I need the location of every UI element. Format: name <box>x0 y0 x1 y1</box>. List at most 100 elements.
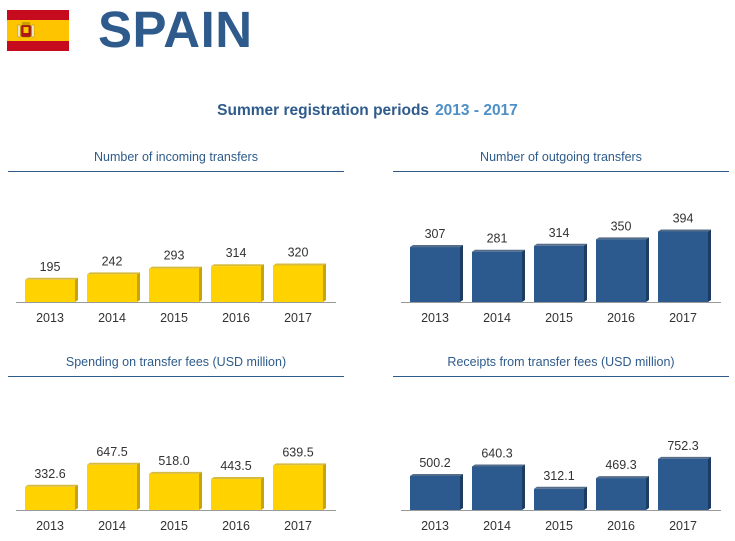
bar-top <box>25 484 78 487</box>
bar <box>149 473 199 510</box>
page-subtitle: Summer registration periods 2013 - 2017 <box>0 102 735 120</box>
bar-side <box>708 229 711 302</box>
bar-side <box>261 264 264 302</box>
bar <box>596 239 646 302</box>
data-label: 314 <box>226 246 247 260</box>
title-divider <box>8 376 344 377</box>
bar <box>658 231 708 302</box>
x-tick-label: 2013 <box>36 519 64 533</box>
bar <box>87 274 137 302</box>
chart-outgoing-transfers: Number of outgoing transfers 307 2013 281 2… <box>393 150 729 335</box>
bar <box>87 464 137 510</box>
x-tick-label: 2014 <box>98 311 126 325</box>
data-label: 518.0 <box>158 454 189 468</box>
bar-top <box>273 463 326 466</box>
x-tick-label: 2014 <box>98 519 126 533</box>
data-label: 350 <box>611 219 632 233</box>
x-tick-label: 2017 <box>669 519 697 533</box>
bar-side <box>460 473 463 510</box>
bar-side <box>646 237 649 302</box>
bar-side <box>323 463 326 510</box>
chart-spending-transfer-fees: Spending on transfer fees (USD million) … <box>8 355 344 540</box>
bar-top <box>410 245 463 248</box>
subtitle-text: Summer registration periods <box>217 102 430 119</box>
bar-side <box>522 464 525 510</box>
spain-flag-icon <box>7 10 69 51</box>
bar-side <box>261 477 264 510</box>
bar-top <box>534 243 587 246</box>
data-label: 639.5 <box>282 445 313 459</box>
x-tick-label: 2014 <box>483 311 511 325</box>
bar-top <box>211 477 264 480</box>
x-tick-label: 2016 <box>222 519 250 533</box>
bar-top <box>25 277 78 280</box>
bar <box>534 245 584 302</box>
chart-canvas: 195 2013 242 2014 293 2015 314 2016 320 2017 <box>16 246 336 325</box>
data-label: 500.2 <box>419 456 450 470</box>
bar-top <box>472 464 525 467</box>
x-tick-label: 2017 <box>284 519 312 533</box>
bar <box>472 251 522 302</box>
bar-top <box>596 476 649 479</box>
title-divider <box>393 171 729 172</box>
bar <box>410 247 460 302</box>
chart-title: Number of incoming transfers <box>94 150 258 164</box>
data-label: 307 <box>425 227 446 241</box>
data-label: 312.1 <box>543 469 574 483</box>
bar-top <box>658 456 711 459</box>
bar-side <box>199 266 202 302</box>
chart-title: Number of outgoing transfers <box>480 150 642 164</box>
chart-title: Spending on transfer fees (USD million) <box>65 355 287 369</box>
x-tick-label: 2016 <box>222 311 250 325</box>
bar-side <box>137 272 140 302</box>
x-tick-label: 2013 <box>421 311 449 325</box>
bar <box>596 478 646 510</box>
title-divider <box>393 376 729 377</box>
bar <box>25 279 75 302</box>
bar-top <box>410 473 463 476</box>
bar-top <box>596 237 649 240</box>
bar-top <box>149 266 202 269</box>
chart-canvas: 500.2 2013 640.3 2014 312.1 2015 469.3 2016 752.… <box>401 439 721 533</box>
data-label: 469.3 <box>605 458 636 472</box>
bar-top <box>472 249 525 252</box>
subtitle-years: 2013 - 2017 <box>435 102 518 119</box>
bar-side <box>522 249 525 302</box>
bar-side <box>584 243 587 302</box>
bar <box>149 268 199 302</box>
bar <box>472 466 522 510</box>
x-tick-label: 2015 <box>545 311 573 325</box>
data-label: 332.6 <box>34 467 65 481</box>
x-tick-label: 2015 <box>160 311 188 325</box>
x-tick-label: 2014 <box>483 519 511 533</box>
bar-side <box>323 263 326 302</box>
bar <box>273 465 323 510</box>
data-label: 242 <box>102 254 123 268</box>
data-label: 647.5 <box>96 445 127 459</box>
x-tick-label: 2016 <box>607 519 635 533</box>
chart-receipts-transfer-fees: Receipts from transfer fees (USD million… <box>393 355 729 540</box>
chart-canvas: 307 2013 281 2014 314 2015 350 2016 394 2017 <box>401 211 721 325</box>
bar <box>534 488 584 510</box>
data-label: 394 <box>673 211 694 225</box>
data-label: 281 <box>487 232 508 246</box>
bar <box>25 486 75 510</box>
chart-incoming-transfers: Number of incoming transfers 195 2013 242 2… <box>8 150 344 335</box>
bar-top <box>149 471 202 474</box>
x-tick-label: 2017 <box>284 311 312 325</box>
title-divider <box>8 171 344 172</box>
data-label: 640.3 <box>481 446 512 460</box>
x-tick-label: 2013 <box>36 311 64 325</box>
chart-canvas: 332.6 2013 647.5 2014 518.0 2015 443.5 2016 639.… <box>16 445 336 533</box>
bar-side <box>646 476 649 510</box>
bar <box>211 266 261 302</box>
bar-side <box>460 245 463 302</box>
data-label: 195 <box>40 260 61 274</box>
bar-top <box>534 486 587 489</box>
data-label: 293 <box>164 249 185 263</box>
bar <box>410 475 460 510</box>
data-label: 752.3 <box>667 439 698 453</box>
bar-side <box>75 277 78 302</box>
bar-side <box>137 462 140 510</box>
bar-top <box>273 263 326 266</box>
